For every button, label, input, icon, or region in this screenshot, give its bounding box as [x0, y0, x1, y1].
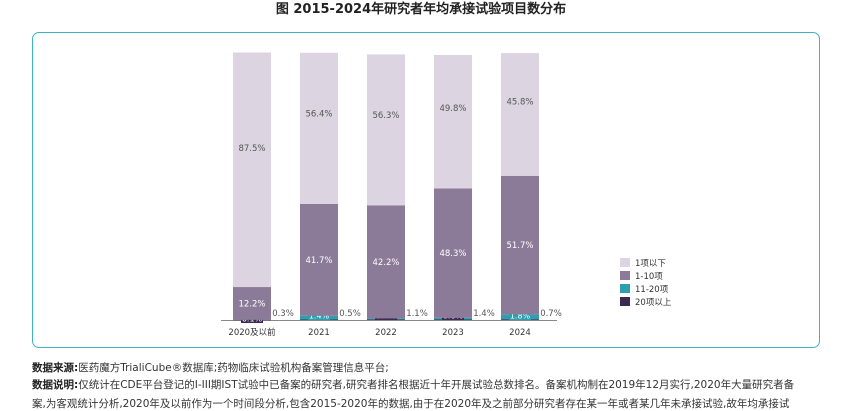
- data-source: 数据来源:医药魔方TrialiCube®数据库;药物临床试验机构备案管理信息平台…: [32, 360, 832, 375]
- legend-swatch-20项以上: [620, 297, 630, 306]
- x-tick-label-2023: 2023: [442, 328, 464, 338]
- stacked-bar-chart: 0.1%12.2%87.5%2020及以前0.3%1.4%41.7%56.4%2…: [221, 52, 672, 338]
- side-label-2020及以前: 0.3%: [272, 309, 294, 319]
- x-tick-label-2021: 2021: [308, 328, 330, 338]
- data-label-1项以下-2020及以前: 87.5%: [238, 144, 265, 154]
- bar-1项以下-2022: [367, 54, 405, 206]
- side-label-2022: 1.1%: [406, 309, 428, 319]
- bar-1项以下-2023: [434, 54, 472, 189]
- legend-swatch-11-20项: [620, 284, 630, 293]
- side-label-2023: 1.4%: [473, 309, 495, 319]
- legend-label-1-10项: 1-10项: [635, 272, 663, 282]
- x-tick-label-2022: 2022: [375, 328, 397, 338]
- chart-title: 图 2015-2024年研究者年均承接试验项目数分布: [275, 2, 567, 17]
- data-label-1-10项-2023: 48.3%: [439, 249, 466, 259]
- x-tick-label-2024: 2024: [509, 328, 531, 338]
- bar-1-10项-2024: [501, 175, 539, 315]
- data-label-1-10项-2020及以前: 12.2%: [238, 299, 265, 309]
- data-label-1项以下-2024: 45.8%: [506, 98, 533, 108]
- data-label-1-10项-2024: 51.7%: [506, 241, 533, 251]
- chart-panel: 0.1%12.2%87.5%2020及以前0.3%1.4%41.7%56.4%2…: [32, 32, 820, 348]
- data-label-1项以下-2021: 56.4%: [305, 109, 332, 119]
- side-label-2024: 0.7%: [540, 309, 562, 319]
- x-tick-label-2020及以前: 2020及以前: [228, 327, 276, 338]
- data-label-11-20项-2021: 1.4%: [309, 312, 330, 321]
- data-label-1项以下-2022: 56.3%: [372, 111, 399, 121]
- data-label-1-10项-2022: 42.2%: [372, 258, 399, 268]
- legend-label-1项以下: 1项以下: [635, 259, 666, 269]
- side-label-2021: 0.5%: [339, 309, 361, 319]
- legend-swatch-1项以下: [620, 258, 630, 267]
- bar-1项以下-2020及以前: [233, 52, 271, 288]
- source-label: 数据来源:: [32, 362, 79, 374]
- note-text: 仅统计在CDE平台登记的I-III期IST试验中已备案的研究者,研究者排名根据近…: [78, 379, 795, 391]
- legend-swatch-1-10项: [620, 271, 630, 280]
- data-note: 数据说明:仅统计在CDE平台登记的I-III期IST试验中已备案的研究者,研究者…: [32, 379, 832, 392]
- bar-1-10项-2020及以前: [233, 287, 271, 320]
- legend-label-20项以上: 20项以上: [635, 298, 672, 308]
- bar-1项以下-2024: [501, 53, 539, 176]
- legend-label-11-20项: 11-20项: [635, 285, 669, 295]
- data-label-1项以下-2023: 49.8%: [439, 104, 466, 114]
- note-label: 数据说明:: [32, 379, 79, 391]
- data-label-bg-11-20项-2024: [509, 311, 531, 320]
- bar-1-10项-2023: [434, 188, 472, 318]
- data-label-11-20项-2024: 1.8%: [510, 312, 531, 321]
- data-label-1-10项-2021: 41.7%: [305, 256, 332, 266]
- bar-1-10项-2022: [367, 205, 405, 319]
- bar-1-10项-2021: [300, 203, 338, 316]
- source-text: 医药魔方TrialiCube®数据库;药物临床试验机构备案管理信息平台;: [78, 362, 389, 374]
- bar-1项以下-2021: [300, 52, 338, 204]
